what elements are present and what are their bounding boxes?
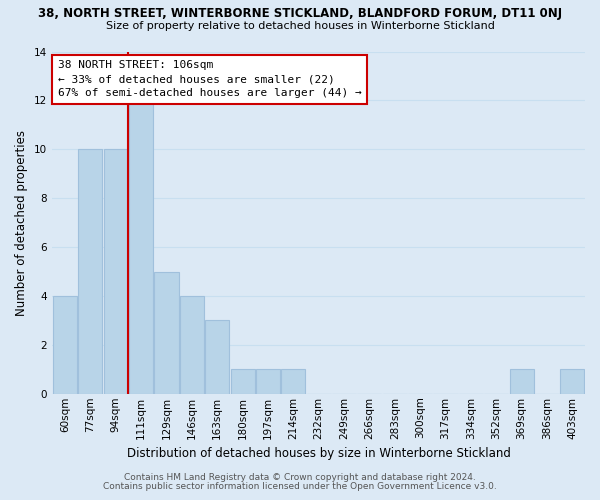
X-axis label: Distribution of detached houses by size in Winterborne Stickland: Distribution of detached houses by size … (127, 447, 511, 460)
Text: Contains HM Land Registry data © Crown copyright and database right 2024.: Contains HM Land Registry data © Crown c… (124, 474, 476, 482)
Bar (79, 150, 103, 394)
Bar (180, 296, 204, 394)
Bar (53, 296, 77, 394)
Bar (104, 150, 128, 394)
Bar (230, 370, 254, 394)
Bar (509, 370, 533, 394)
Bar (560, 370, 584, 394)
Text: 38 NORTH STREET: 106sqm
← 33% of detached houses are smaller (22)
67% of semi-de: 38 NORTH STREET: 106sqm ← 33% of detache… (58, 60, 361, 98)
Bar (281, 370, 305, 394)
Bar (205, 320, 229, 394)
Bar (129, 100, 153, 394)
Y-axis label: Number of detached properties: Number of detached properties (15, 130, 28, 316)
Text: Size of property relative to detached houses in Winterborne Stickland: Size of property relative to detached ho… (106, 21, 494, 31)
Text: 38, NORTH STREET, WINTERBORNE STICKLAND, BLANDFORD FORUM, DT11 0NJ: 38, NORTH STREET, WINTERBORNE STICKLAND,… (38, 8, 562, 20)
Bar (256, 370, 280, 394)
Bar (154, 272, 179, 394)
Text: Contains public sector information licensed under the Open Government Licence v3: Contains public sector information licen… (103, 482, 497, 491)
